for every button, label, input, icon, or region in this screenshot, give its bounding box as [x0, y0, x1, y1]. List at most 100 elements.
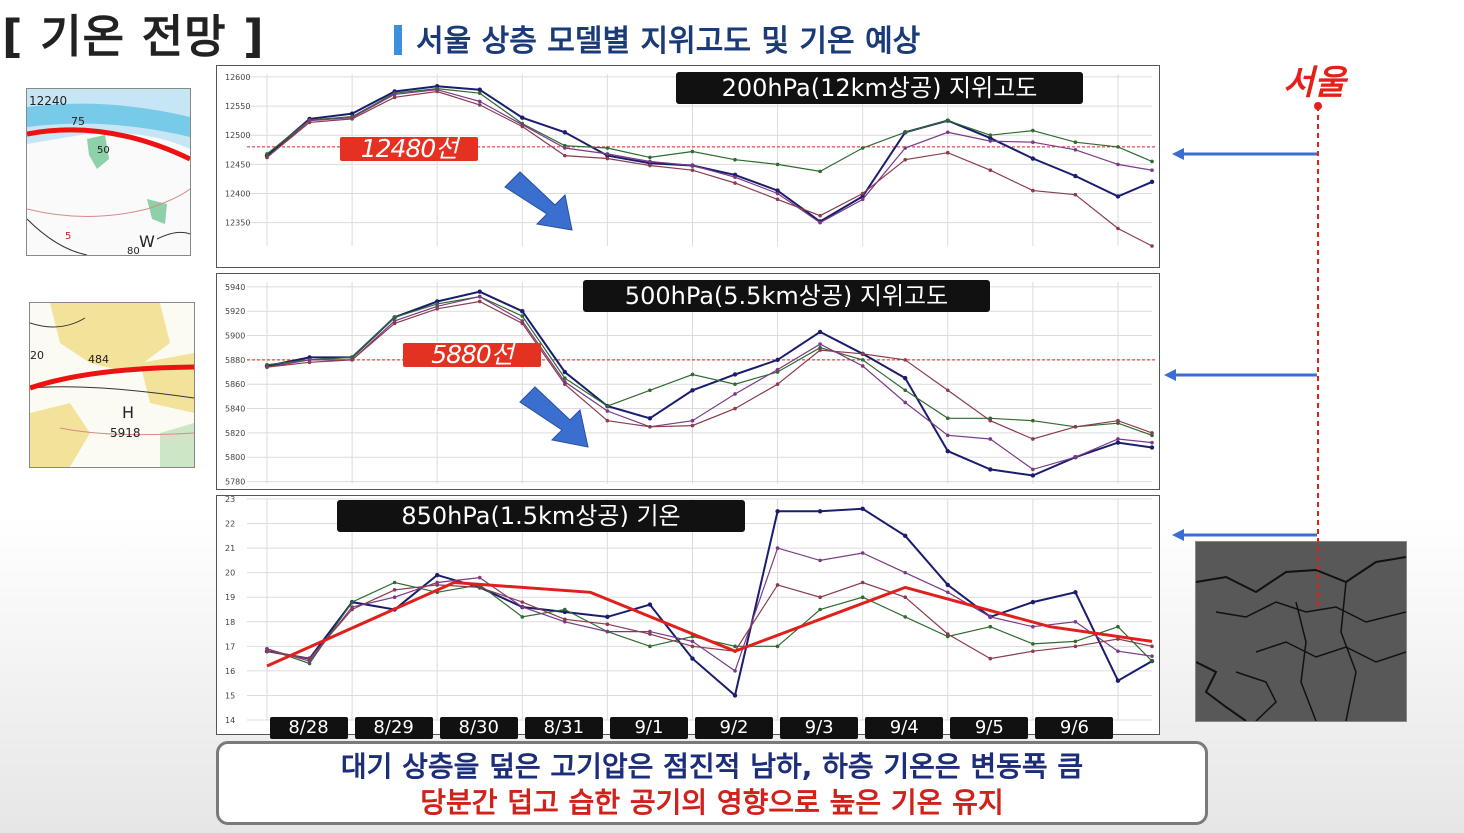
series-1-point	[860, 595, 865, 600]
series-2-point	[818, 220, 822, 225]
date-label: 8/30	[439, 717, 518, 739]
series-2-point	[775, 546, 780, 550]
series-3-point	[648, 425, 652, 429]
series-0-point	[1149, 445, 1155, 450]
series-2-point	[945, 433, 950, 438]
series-0-point	[477, 289, 482, 294]
series-2-point	[988, 615, 993, 619]
series-3-point	[392, 321, 397, 326]
series-line-0	[266, 85, 1153, 223]
series-1-point	[860, 358, 865, 362]
y-tick-label: 23	[225, 496, 235, 504]
series-0-point	[903, 533, 908, 539]
series-1-point	[690, 372, 695, 377]
series-1-point	[265, 152, 269, 156]
series-1-point	[903, 388, 908, 393]
y-tick-label: 17	[225, 642, 235, 651]
series-2-point	[818, 558, 822, 563]
series-2-point	[860, 197, 865, 202]
y-tick-label: 5840	[225, 405, 245, 414]
series-0-point	[349, 111, 355, 116]
page-title: [ 기온 전망 ]	[2, 10, 265, 63]
series-1-point	[945, 118, 950, 123]
series-3-point	[435, 583, 439, 587]
series-1-point	[392, 315, 397, 320]
series-1-point	[988, 624, 993, 629]
y-tick-label: 5900	[225, 332, 245, 341]
series-3-point	[945, 388, 950, 393]
series-3-point	[1116, 226, 1120, 231]
series-3-point	[435, 89, 439, 94]
series-2-point	[605, 152, 610, 156]
series-1-point	[1031, 128, 1035, 133]
series-2-point	[733, 392, 737, 396]
series-1-point	[648, 388, 652, 393]
series-0-point	[1030, 599, 1036, 605]
chart-500hpa: 5940 5920 5900 5880 5860 5840 5820 5800 5780	[225, 282, 1157, 487]
series-0-point	[1149, 179, 1155, 185]
series-3-point	[477, 103, 482, 107]
series-0-point	[520, 115, 525, 120]
series-3-point	[1073, 425, 1078, 429]
series-3-point	[1150, 644, 1154, 649]
series-0-point	[732, 372, 738, 377]
series-2-point	[903, 146, 908, 150]
series-2-point	[477, 294, 482, 299]
series-0-point	[1115, 440, 1121, 445]
series-2-point	[1031, 624, 1035, 629]
series-0-point	[775, 357, 780, 363]
y-tick-label: 18	[225, 618, 235, 627]
series-3-point	[265, 649, 269, 654]
series-1-point	[818, 169, 822, 174]
series-2-point	[1073, 619, 1078, 624]
series-1-point	[477, 91, 482, 96]
y-tick-label: 21	[225, 544, 235, 553]
series-1-point	[605, 404, 610, 408]
series-2-point	[860, 364, 865, 368]
y-tick-label: 5820	[225, 429, 245, 438]
date-label: 9/6	[1035, 717, 1114, 739]
chart-200hpa: 12600 12550 12500 12450 12400 12350	[225, 73, 1157, 248]
series-1-point	[860, 146, 865, 150]
series-0-point	[775, 509, 780, 514]
series-2-point	[1031, 467, 1035, 472]
left-arrow-icon	[1164, 369, 1317, 381]
series-3-point	[477, 299, 482, 304]
series-1-point	[392, 580, 397, 585]
series-0-point	[434, 572, 440, 578]
series-line-2	[266, 547, 1153, 672]
series-0-point	[945, 582, 950, 588]
map1-label-4: W	[139, 232, 155, 251]
series-0-point	[1115, 678, 1121, 683]
series-3-point	[988, 168, 993, 173]
date-label: 8/29	[354, 717, 433, 739]
series-3-point	[860, 580, 865, 585]
y-tick-label: 12350	[225, 219, 250, 228]
series-1-point	[648, 155, 652, 160]
series-3-point	[818, 213, 822, 218]
y-tick-label: 12500	[225, 131, 250, 140]
series-2-point	[690, 639, 695, 644]
series-1-point	[1150, 659, 1154, 663]
series-3-point	[1150, 244, 1154, 248]
series-2-point	[1031, 140, 1035, 145]
date-label: 9/1	[609, 717, 688, 739]
series-3-point	[945, 632, 950, 636]
series-0-point	[690, 656, 695, 661]
y-tick-label: 5880	[225, 356, 245, 365]
series-2-point	[733, 175, 737, 179]
series-line-1	[266, 87, 1153, 173]
series-1-point	[648, 644, 652, 649]
series-1-point	[1031, 418, 1035, 423]
series-3-point	[648, 163, 652, 168]
series-1-point	[733, 382, 737, 387]
series-2-point	[988, 437, 993, 441]
series-1-point	[818, 607, 822, 612]
reference-line-label-12480: 12480선	[340, 136, 478, 161]
series-1-point	[1031, 642, 1035, 646]
series-0-point	[647, 602, 653, 607]
series-3-point	[605, 156, 610, 161]
series-3-point	[1116, 418, 1120, 423]
series-0-point	[562, 369, 568, 375]
y-tick-label: 12600	[225, 73, 250, 82]
